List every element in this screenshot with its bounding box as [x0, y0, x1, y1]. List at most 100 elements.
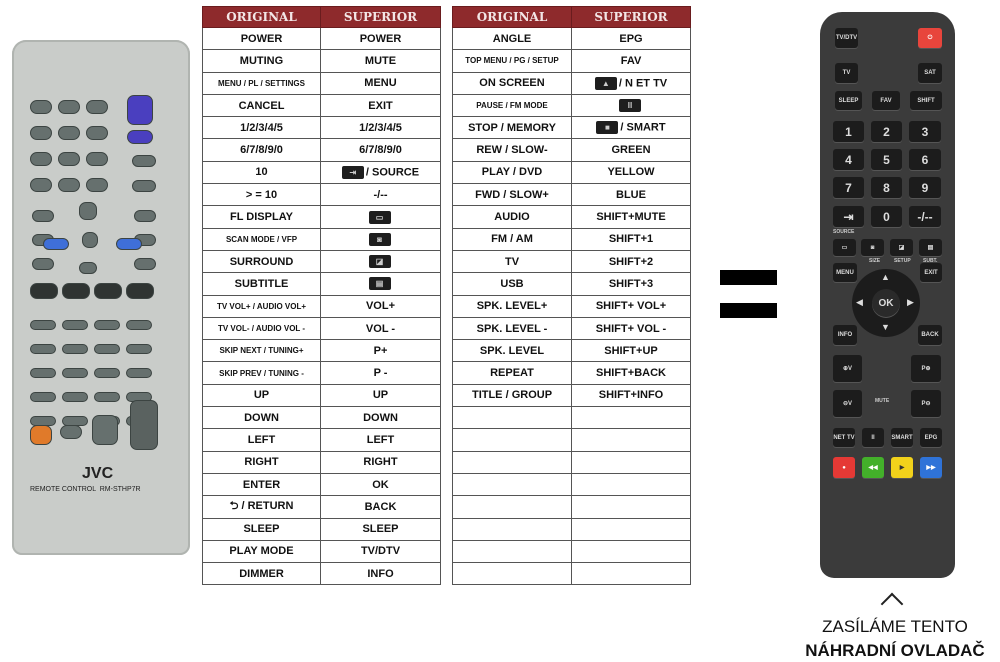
fav-button[interactable]: FAV [872, 91, 900, 110]
menu-button[interactable]: MENU [833, 263, 857, 282]
2-button[interactable]: 2 [871, 121, 902, 142]
table-row: LEFT LEFT [202, 428, 441, 452]
table-row: ANGLE EPG [452, 26, 691, 51]
table-row: TV VOL+ / AUDIO VOL+ VOL+ [202, 294, 441, 318]
0-button[interactable]: 0 [871, 206, 902, 227]
ok-button[interactable]: OK [872, 289, 900, 317]
original-cell: SLEEP [202, 517, 321, 541]
superior-cell: INFO [320, 562, 441, 586]
digit-toggle-button[interactable]: -/-- [909, 206, 941, 227]
brand-logo: JVC [82, 465, 114, 482]
original-cell: USB [452, 272, 572, 296]
table-row: STOP / MEMORY ■ / SMART [452, 116, 691, 140]
original-cell: TITLE / GROUP [452, 383, 572, 408]
7-button[interactable]: 7 [833, 177, 864, 198]
superior-cell [571, 495, 691, 519]
table-row [452, 472, 691, 497]
4-button[interactable]: 4 [833, 149, 864, 170]
pause-button[interactable]: II [862, 428, 884, 447]
table-row: UP UP [202, 383, 441, 408]
superior-remote: ▲ ▼ ◀ ▶ TV/DTV ⏻ TV SAT SLEEP FAV SHIFT 1 2 3 4 5 6 7 8 9 ⇥… [820, 12, 955, 578]
5-button[interactable]: 5 [871, 149, 902, 170]
original-cell: TV VOL- / AUDIO VOL - [202, 316, 321, 341]
green-button[interactable]: ◀◀ [862, 457, 884, 478]
superior-label: 1/2/3/4/5 [359, 121, 402, 134]
subtitle-button[interactable]: ▤ [919, 239, 942, 256]
remote-label: SUBT. [923, 258, 938, 264]
vol-down-button[interactable]: ⊖V [833, 390, 862, 417]
remote-label: SIZE [869, 258, 881, 264]
header-original: ORIGINAL [452, 6, 572, 28]
original-remote-button [132, 180, 156, 192]
vol-up-button[interactable]: ⊕V [833, 355, 862, 382]
6-button[interactable]: 6 [909, 149, 941, 170]
1-button[interactable]: 1 [833, 121, 864, 142]
smart-button[interactable]: SMART [891, 428, 913, 447]
source-icon: ⇥ [341, 165, 364, 179]
original-remote-button [62, 368, 88, 378]
blue-button[interactable]: ▶▶ [920, 457, 942, 478]
screen-button[interactable]: ▭ [833, 239, 856, 256]
yellow-button[interactable]: ▶ [891, 457, 913, 478]
original-cell [452, 450, 572, 474]
superior-label: INFO [367, 567, 394, 580]
9-button[interactable]: 9 [909, 177, 941, 198]
tv-button[interactable]: TV [835, 63, 858, 83]
superior-cell: ◙ [320, 227, 441, 251]
original-cell: PAUSE / FM MODE [452, 93, 572, 118]
8-button[interactable]: 8 [871, 177, 902, 198]
superior-cell: SHIFT+INFO [571, 383, 691, 408]
table-row: SLEEP SLEEP [202, 517, 441, 541]
superior-cell [571, 406, 691, 430]
red-button[interactable]: ● [833, 457, 855, 478]
epg-button[interactable]: EPG [920, 428, 942, 447]
superior-cell: MUTE [320, 49, 441, 73]
original-remote-button [30, 152, 52, 166]
net-tv-button[interactable]: NET TV [833, 428, 855, 447]
original-remote-button [127, 95, 153, 125]
superior-label: MUTE [364, 54, 397, 67]
original-remote-button [130, 400, 158, 450]
superior-cell: YELLOW [571, 160, 691, 185]
superior-cell [571, 428, 691, 452]
exit-button[interactable]: EXIT [920, 263, 942, 282]
sat-button[interactable]: SAT [918, 63, 942, 83]
original-cell: TOP MENU / PG / SETUP [452, 49, 572, 73]
original-remote-button [30, 100, 52, 114]
info-button[interactable]: INFO [833, 325, 857, 345]
original-remote-button [94, 368, 120, 378]
original-cell: DIMMER [202, 562, 321, 586]
setup-icon: ◪ [368, 255, 391, 269]
source-button[interactable]: ⇥ [833, 206, 864, 227]
superior-cell: ■ / SMART [571, 116, 691, 140]
original-remote-button [30, 283, 58, 299]
table-row: RIGHT RIGHT [202, 450, 441, 474]
superior-label: SHIFT+BACK [596, 367, 666, 380]
original-jvc-remote: JVC REMOTE CONTROL RM-STHP7R [12, 40, 190, 555]
original-remote-button [30, 392, 56, 402]
original-remote-button [94, 283, 122, 299]
original-remote-button [126, 320, 152, 330]
original-cell [452, 428, 572, 452]
superior-label: SHIFT+3 [608, 277, 654, 290]
sleep-button[interactable]: SLEEP [835, 91, 862, 110]
superior-cell: SHIFT+2 [571, 249, 691, 274]
superior-cell: -/-- [320, 183, 441, 207]
table-row: TOP MENU / PG / SETUP FAV [452, 49, 691, 73]
original-cell: REPEAT [452, 361, 572, 385]
superior-cell: TV/DTV [320, 539, 441, 564]
original-cell: > = 10 [202, 183, 321, 207]
size-button[interactable]: ◙ [861, 239, 884, 256]
setup-button[interactable]: ◪ [890, 239, 913, 256]
prog-down-button[interactable]: P⊖ [911, 390, 941, 417]
superior-cell: 6/7/8/9/0 [320, 138, 441, 162]
shift-button[interactable]: SHIFT [910, 91, 942, 110]
table-row [452, 450, 691, 474]
table-row: ON SCREEN ▲ / N ET TV [452, 71, 691, 95]
table-row [452, 495, 691, 519]
tvdtv-button[interactable]: TV/DTV [835, 28, 858, 48]
power-button[interactable]: ⏻ [918, 28, 942, 48]
back-button[interactable]: BACK [918, 325, 942, 345]
prog-up-button[interactable]: P⊕ [911, 355, 941, 382]
3-button[interactable]: 3 [909, 121, 941, 142]
